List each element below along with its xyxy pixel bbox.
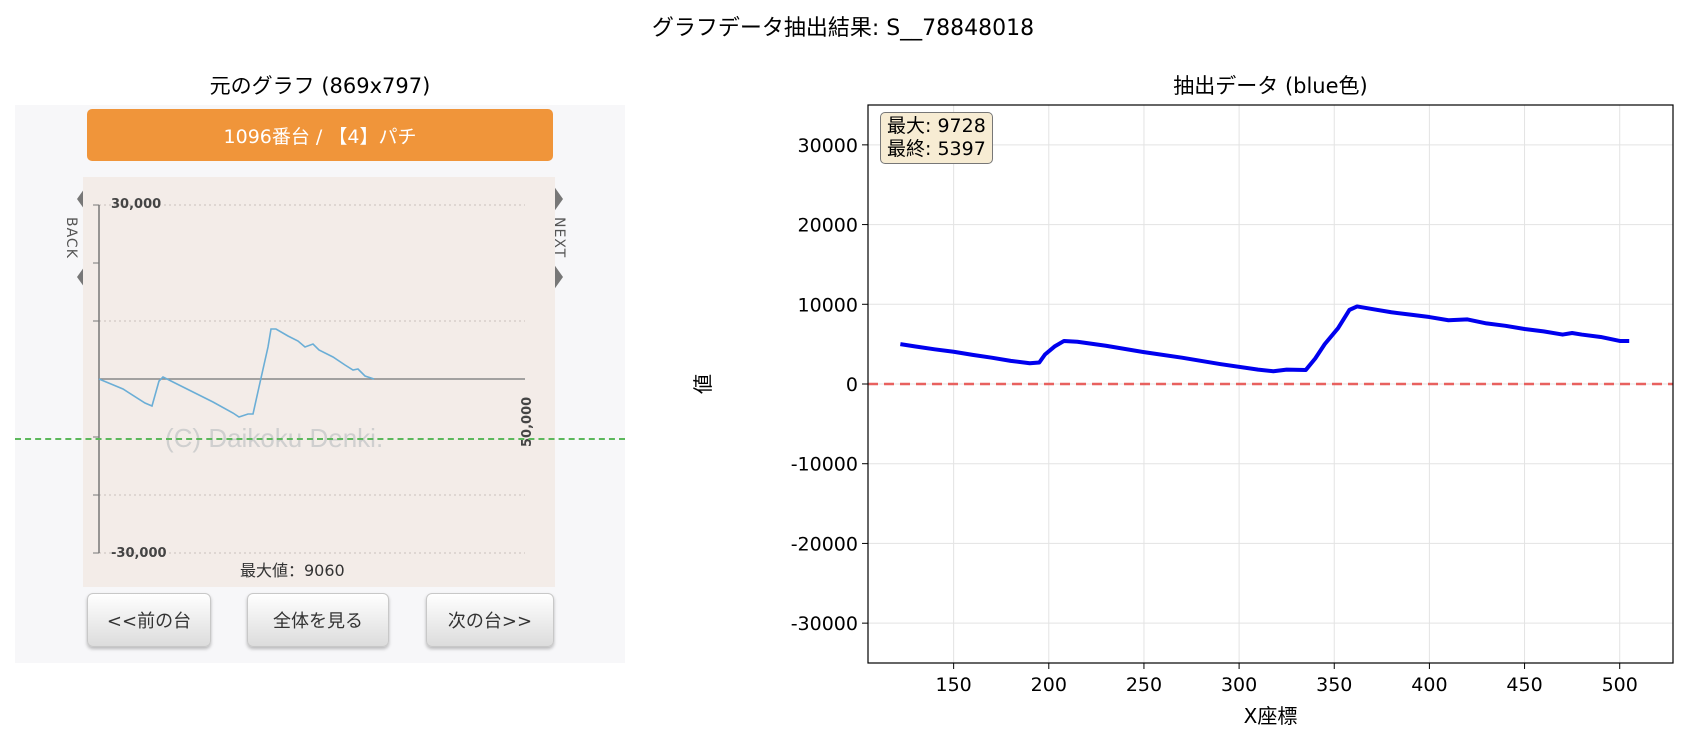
x-tick-label: 300 xyxy=(1221,674,1257,696)
extracted-data-title: 抽出データ (blue色) xyxy=(1173,74,1368,98)
y-bottom-label: -30,000 xyxy=(111,546,167,561)
y-top-label: 30,000 xyxy=(111,197,161,212)
series-line-blue xyxy=(900,304,1630,374)
y-tick-label: 20000 xyxy=(798,215,858,237)
prev-machine-button[interactable]: <<前の台 xyxy=(87,593,211,647)
stats-box: 最大: 9728 最終: 5397 xyxy=(880,112,993,164)
figure-title: グラフデータ抽出結果: S__78848018 xyxy=(651,16,1035,41)
y-tick-label: 0 xyxy=(846,374,858,396)
view-all-button[interactable]: 全体を見る xyxy=(247,593,389,647)
next-arrow-up-icon[interactable] xyxy=(553,185,573,213)
back-arrow-up-icon[interactable] xyxy=(67,185,87,213)
original-graph-title: 元のグラフ (869x797) xyxy=(209,74,431,98)
x-tick-label: 150 xyxy=(936,674,972,696)
y-tick-label: 10000 xyxy=(798,294,858,316)
extracted-line-chart: 150 200 250 300 350 400 450 500 -30000 -20000 -100… xyxy=(691,104,1674,728)
x-axis-label: X座標 xyxy=(1244,704,1298,728)
green-reference-line xyxy=(15,438,625,440)
original-graph-area: 30,000 -30,000 50,000 xyxy=(83,177,555,587)
max-value-label: 最大値：9060 xyxy=(240,561,345,580)
machine-header: 1096番台 / 【4】パチ xyxy=(87,109,553,161)
stat-max: 最大: 9728 xyxy=(887,115,986,137)
back-arrow-down-icon[interactable] xyxy=(67,263,87,291)
next-label[interactable]: NEXT xyxy=(551,217,567,259)
y-tick-label: 30000 xyxy=(798,135,858,157)
x-tick-label: 350 xyxy=(1316,674,1352,696)
original-graph-svg: 30,000 -30,000 50,000 xyxy=(93,197,535,561)
x-tick-label: 450 xyxy=(1506,674,1542,696)
stat-final: 最終: 5397 xyxy=(887,138,986,160)
next-arrow-down-icon[interactable] xyxy=(553,263,573,291)
y-tick-label: -20000 xyxy=(791,533,858,555)
next-machine-button[interactable]: 次の台>> xyxy=(426,593,554,647)
x-tick-label: 500 xyxy=(1602,674,1638,696)
x-tick-label: 200 xyxy=(1031,674,1067,696)
y-tick-label: -30000 xyxy=(791,613,858,635)
y-tick-label: -10000 xyxy=(791,454,858,476)
axis-ticks: 150 200 250 300 350 400 450 500 -30000 -20000 -100… xyxy=(791,135,1638,696)
y-axis-label: 値 xyxy=(691,374,715,394)
x-tick-label: 250 xyxy=(1126,674,1162,696)
x-tick-label: 400 xyxy=(1411,674,1447,696)
original-graph-image: 1096番台 / 【4】パチ BACK NEXT 30,000 -30,000 … xyxy=(15,105,625,663)
x-end-label: 50,000 xyxy=(520,397,535,447)
back-label[interactable]: BACK xyxy=(63,217,79,259)
